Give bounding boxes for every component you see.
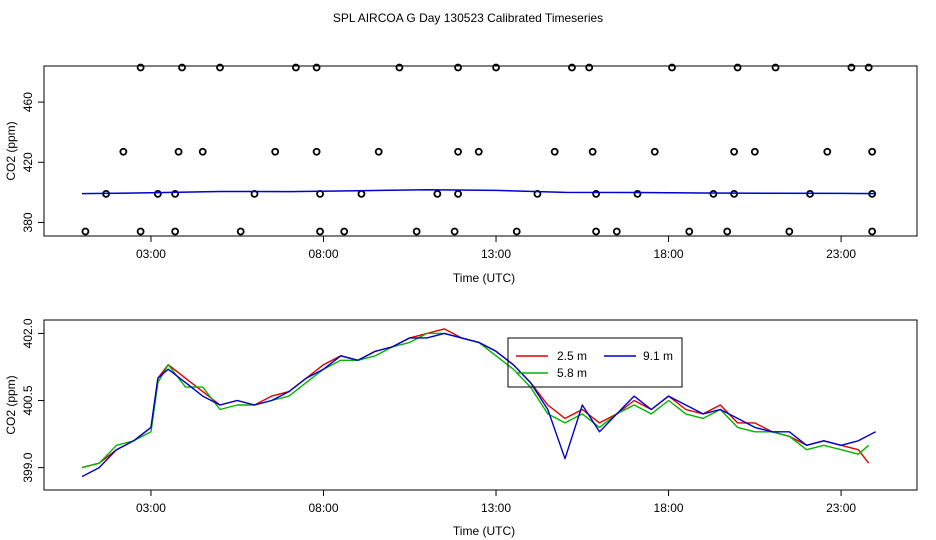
legend-box	[507, 337, 683, 388]
top-y-tick-label: 420	[21, 152, 35, 172]
scatter-point	[357, 189, 366, 198]
scatter-point	[178, 63, 186, 72]
scatter-point	[650, 147, 659, 156]
bottom-x-tick-label: 18:00	[654, 501, 684, 515]
scatter-point	[864, 63, 873, 72]
scatter-point	[450, 227, 459, 236]
bottom-y-axis-label: CO2 (ppm)	[4, 375, 18, 434]
scatter-point	[785, 227, 794, 236]
scatter-point	[136, 227, 145, 236]
top-x-axis-label: Time (UTC)	[453, 271, 515, 285]
scatter-point	[868, 227, 877, 236]
scatter-point	[733, 63, 742, 72]
scatter-point	[847, 63, 856, 72]
scatter-point	[492, 63, 500, 72]
legend-label-5-8m: 5.8 m	[557, 366, 587, 380]
scatter-point	[174, 147, 183, 156]
legend-label-9-1m: 9.1 m	[643, 349, 673, 363]
scatter-point	[592, 189, 600, 198]
scatter-point	[119, 147, 128, 156]
scatter-point	[585, 63, 594, 72]
scatter-point	[454, 63, 462, 72]
scatter-point	[153, 189, 162, 198]
scatter-point	[771, 63, 780, 72]
scatter-point	[454, 147, 462, 156]
top-scatter-series	[81, 63, 877, 236]
bottom-y-tick-label: 400.5	[21, 385, 35, 415]
scatter-point	[685, 227, 694, 236]
scatter-point	[474, 147, 483, 156]
bottom-x-tick-label: 08:00	[308, 501, 338, 515]
legend-label-2-5m: 2.5 m	[557, 349, 587, 363]
top-plot-frame	[43, 65, 918, 237]
scatter-point	[633, 189, 642, 198]
legend: 2.5 m 9.1 m 5.8 m	[507, 337, 683, 388]
bottom-x-tick-label: 23:00	[826, 501, 856, 515]
scatter-point	[730, 147, 739, 156]
series-line-9-1-m	[81, 332, 876, 478]
series-line-5-8-m	[81, 332, 870, 469]
scatter-point	[316, 227, 324, 236]
scatter-point	[668, 63, 676, 72]
scatter-point	[216, 63, 224, 72]
scatter-point	[588, 147, 597, 156]
top-x-tick-label: 23:00	[826, 247, 856, 261]
bottom-y-tick-label: 402.0	[21, 318, 35, 348]
top-y-tick-label: 380	[21, 212, 35, 232]
scatter-point	[395, 63, 404, 72]
top-x-tick-label: 08:00	[308, 247, 338, 261]
scatter-point	[568, 63, 576, 72]
scatter-point	[454, 189, 462, 198]
scatter-point	[136, 63, 145, 72]
scatter-point	[236, 227, 245, 236]
top-x-tick-label: 18:00	[654, 247, 684, 261]
scatter-point	[271, 147, 280, 156]
page-title: SPL AIRCOA G Day 130523 Calibrated Times…	[333, 11, 603, 25]
scatter-point	[171, 189, 180, 198]
scatter-point	[512, 227, 521, 236]
bottom-plot-frame	[43, 319, 918, 491]
scatter-point	[709, 189, 718, 198]
scatter-point	[433, 189, 442, 198]
scatter-point	[750, 147, 759, 156]
bottom-panel: 03:00 08:00 13:00 18:00 23:00 399.0 400.5 402.0…	[4, 318, 918, 538]
scatter-point	[412, 227, 421, 236]
bottom-axes: 03:00 08:00 13:00 18:00 23:00 399.0 400.5 402.0	[21, 318, 856, 515]
top-x-tick-label: 03:00	[136, 247, 166, 261]
average-line-series	[81, 188, 876, 195]
top-x-tick-label: 13:00	[481, 247, 511, 261]
bottom-x-tick-label: 03:00	[136, 501, 166, 515]
scatter-point	[723, 227, 732, 236]
scatter-point	[550, 147, 559, 156]
bottom-y-tick-label: 399.0	[21, 452, 35, 482]
scatter-point	[612, 227, 621, 236]
scatter-point	[312, 63, 321, 72]
bottom-x-axis-label: Time (UTC)	[453, 524, 515, 538]
bottom-series-lines	[81, 328, 876, 478]
top-axes: 03:00 08:00 13:00 18:00 23:00 380 420 460	[21, 92, 856, 261]
scatter-point	[340, 227, 349, 236]
scatter-point	[171, 227, 180, 236]
top-average-line	[81, 188, 876, 195]
scatter-point	[291, 63, 300, 72]
scatter-point	[823, 147, 832, 156]
bottom-x-tick-label: 13:00	[481, 501, 511, 515]
scatter-point	[374, 147, 383, 156]
scatter-point	[198, 147, 207, 156]
scatter-point	[592, 227, 600, 236]
scatter-point	[868, 147, 877, 156]
top-panel: 03:00 08:00 13:00 18:00 23:00 380 420 460 Time …	[4, 63, 918, 285]
top-y-tick-label: 460	[21, 92, 35, 112]
scatter-point	[312, 147, 321, 156]
series-line-2-5-m	[81, 328, 870, 469]
top-y-axis-label: CO2 (ppm)	[4, 121, 18, 180]
scatter-point	[81, 227, 90, 236]
